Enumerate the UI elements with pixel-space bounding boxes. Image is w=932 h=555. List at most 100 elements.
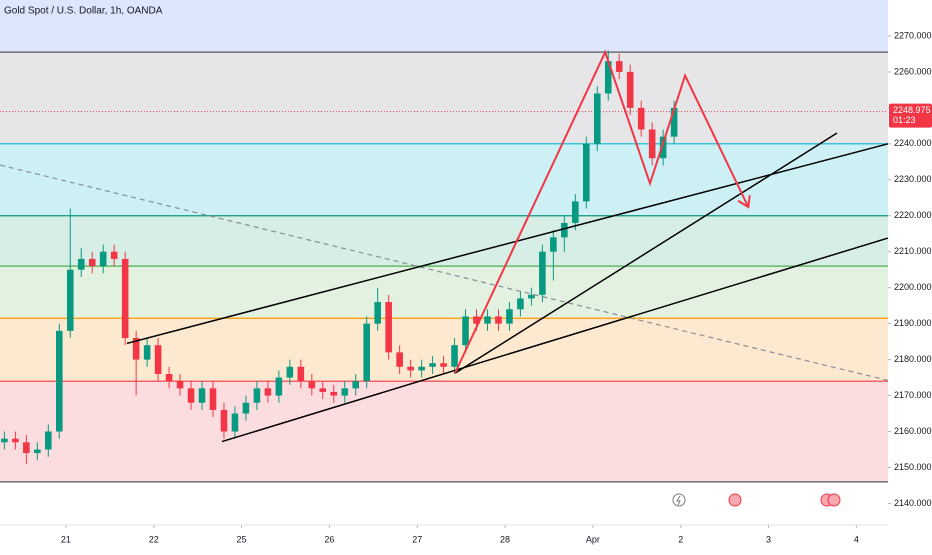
- level-zone: [0, 143, 888, 216]
- candle-body: [110, 251, 118, 259]
- level-zone: [0, 266, 888, 319]
- y-tick-label: 2150.000: [894, 462, 932, 472]
- candle-body: [297, 366, 305, 382]
- candle-body: [23, 442, 30, 454]
- candle-body: [77, 258, 85, 270]
- candle-body: [626, 71, 634, 108]
- candle-body: [308, 381, 316, 389]
- level-zone: [0, 52, 888, 144]
- candle-body: [187, 388, 195, 403]
- candle-body: [473, 316, 480, 324]
- x-tick-label: 21: [61, 534, 71, 544]
- x-tick-label: 26: [324, 534, 334, 544]
- price-label: 2248.975: [893, 105, 931, 115]
- candle-body: [34, 449, 41, 454]
- candle-body: [582, 143, 590, 202]
- countdown-label: 01:23: [893, 115, 916, 125]
- candle-body: [506, 309, 513, 324]
- level-zone: [0, 0, 888, 53]
- candle-body: [604, 61, 612, 94]
- level-zone: [0, 215, 888, 267]
- x-tick-label: 4: [854, 534, 859, 544]
- level-zone: [0, 381, 888, 482]
- candle-body: [12, 438, 19, 443]
- candle-body: [484, 316, 491, 324]
- candle-body: [275, 377, 283, 396]
- candle-body: [648, 129, 656, 159]
- candle-body: [209, 388, 217, 410]
- candle-body: [66, 269, 74, 331]
- x-tick-label: 25: [237, 534, 247, 544]
- projection-arrowhead: [737, 195, 751, 209]
- x-tick-label: 28: [500, 534, 510, 544]
- candle-body: [264, 388, 272, 396]
- candle-body: [550, 237, 557, 252]
- candle-body: [385, 302, 392, 353]
- candle-body: [528, 294, 535, 299]
- candle-body: [176, 381, 184, 389]
- projection-path: [454, 49, 750, 374]
- candle-body: [242, 402, 250, 414]
- candle-body: [407, 366, 414, 371]
- trendline: [221, 237, 889, 443]
- x-tick-label: 2: [678, 534, 683, 544]
- y-tick-label: 2160.000: [894, 426, 932, 436]
- price-label-box: [889, 103, 932, 128]
- y-tick-label: 2200.000: [894, 282, 932, 292]
- candle-body: [330, 391, 338, 396]
- y-tick-label: 2140.000: [894, 498, 932, 508]
- candle-body: [429, 363, 436, 367]
- y-tick-label: 2180.000: [894, 354, 932, 364]
- candle-body: [154, 345, 162, 374]
- candle-body: [319, 388, 327, 392]
- candle-body: [286, 366, 294, 378]
- candle-body: [615, 61, 623, 72]
- y-tick-label: 2210.000: [894, 246, 932, 256]
- x-tick-label: 27: [412, 534, 422, 544]
- candle-body: [539, 251, 546, 295]
- candle-body: [495, 316, 502, 324]
- candle-body: [55, 330, 63, 432]
- candle-body: [198, 388, 206, 403]
- candle-body: [363, 323, 370, 382]
- candle-body: [1, 438, 8, 443]
- x-tick-label: 3: [766, 534, 771, 544]
- candle-body: [45, 431, 52, 450]
- y-tick-label: 2170.000: [894, 390, 932, 400]
- candle-body: [572, 201, 579, 223]
- candle-body: [341, 388, 349, 396]
- candle-body: [352, 381, 360, 389]
- candle-body: [374, 302, 381, 324]
- trendline: [126, 143, 889, 345]
- candle-body: [253, 388, 261, 403]
- y-tick-label: 2270.000: [894, 30, 932, 40]
- candle-body: [670, 107, 678, 137]
- x-tick-label: 22: [149, 534, 159, 544]
- candle-body: [396, 352, 403, 367]
- x-tick-label: Apr: [586, 534, 600, 544]
- candle-body: [99, 251, 107, 267]
- event-icons: [672, 493, 841, 507]
- candle-body: [517, 298, 524, 310]
- candle-body: [231, 413, 239, 432]
- candle-body: [220, 409, 228, 432]
- y-tick-label: 2190.000: [894, 318, 932, 328]
- y-tick-label: 2240.000: [894, 138, 932, 148]
- y-tick-label: 2260.000: [894, 66, 932, 76]
- candle-body: [462, 316, 469, 346]
- y-tick-label: 2220.000: [894, 210, 932, 220]
- chart-title: Gold Spot / U.S. Dollar, 1h, OANDA: [4, 6, 163, 17]
- candle-body: [88, 258, 96, 267]
- candle-body: [659, 136, 667, 159]
- y-tick-label: 2230.000: [894, 174, 932, 184]
- candle-body: [132, 338, 140, 360]
- candle-body: [165, 373, 173, 382]
- candle-body: [637, 107, 645, 130]
- trendline: [454, 132, 838, 374]
- candle-body: [418, 366, 425, 371]
- candle-body: [561, 222, 568, 238]
- candle-body: [440, 363, 447, 367]
- candle-body: [143, 345, 151, 360]
- candle-body: [593, 93, 601, 144]
